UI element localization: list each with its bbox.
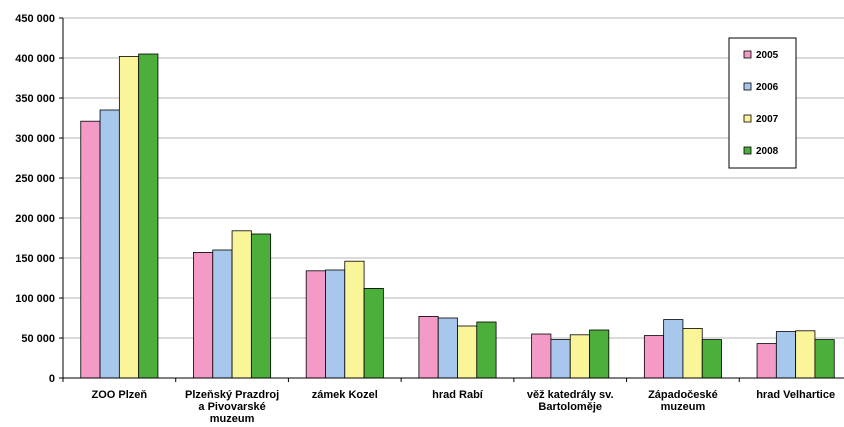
y-tick-label: 0 (49, 373, 55, 385)
bars (80, 53, 835, 379)
bar-2008 (814, 339, 835, 379)
y-tick-label: 100 000 (15, 293, 55, 305)
x-axis: ZOO Plzeň Plzeňský Prazdroj a Pivovarské mu… (62, 377, 844, 425)
bar-2005 (193, 251, 214, 379)
legend-label-2007: 2007 (756, 114, 779, 125)
y-tick-label: 200 000 (15, 213, 55, 225)
gridlines (63, 17, 844, 339)
bar-2005 (80, 120, 101, 379)
y-tick-label: 250 000 (15, 173, 55, 185)
x-category-label: zámek Kozel (312, 389, 378, 401)
bar-2005 (531, 333, 552, 379)
y-tick-label: 50 000 (21, 333, 55, 345)
x-category-label: hrad Velhartice (756, 389, 835, 401)
y-axis: 0 50 000 100 000 150 000 200 000 250 000 300 0… (15, 13, 64, 385)
bar-2005 (418, 315, 439, 379)
legend: 2005 2006 2007 2008 (728, 37, 797, 169)
bar-2005 (643, 335, 665, 379)
bar-2008 (589, 329, 610, 379)
bar-2005 (305, 270, 326, 379)
legend-box (728, 37, 797, 169)
legend-swatch-2007 (743, 114, 752, 123)
x-category-label: ZOO Plzeň (92, 389, 148, 401)
legend-swatch-2005 (743, 50, 752, 59)
legend-swatch-2008 (743, 146, 752, 155)
bar-2008 (701, 339, 722, 379)
x-category-label: Plzeňský Prazdroj a Pivovarské muzeum (185, 389, 279, 425)
bar-2006 (99, 109, 120, 379)
bar-2007 (682, 327, 703, 379)
bar-2007 (457, 325, 478, 379)
x-category-label: věž katedrály sv. Bartoloměje (527, 389, 614, 413)
bar-2006 (663, 319, 684, 379)
y-tick-label: 350 000 (15, 93, 55, 105)
x-category-label: hrad Rabí (432, 389, 484, 401)
bar-2007 (795, 330, 816, 379)
bar-2006 (325, 269, 346, 379)
bar-2007 (231, 230, 252, 379)
legend-label-2005: 2005 (756, 50, 779, 61)
y-tick-label: 150 000 (15, 253, 55, 265)
legend-label-2006: 2006 (756, 82, 779, 93)
legend-label-2008: 2008 (756, 146, 779, 157)
bar-2006 (437, 317, 458, 379)
bar-2008 (250, 233, 272, 379)
bar-2008 (138, 53, 159, 379)
bar-2007 (344, 260, 365, 379)
legend-swatch-2006 (743, 82, 752, 91)
y-tick-label: 300 000 (15, 133, 55, 145)
bar-2006 (212, 249, 233, 379)
bar-2008 (363, 287, 384, 379)
x-category-label: Západočeské muzeum (648, 389, 718, 413)
bar-2008 (476, 321, 497, 379)
bar-2007 (118, 56, 140, 379)
bar-2007 (569, 334, 590, 379)
bar-2005 (756, 343, 777, 379)
y-tick-label: 450 000 (15, 13, 55, 25)
bar-2006 (550, 339, 571, 379)
bar-2006 (775, 331, 797, 379)
y-tick-label: 400 000 (15, 53, 55, 65)
